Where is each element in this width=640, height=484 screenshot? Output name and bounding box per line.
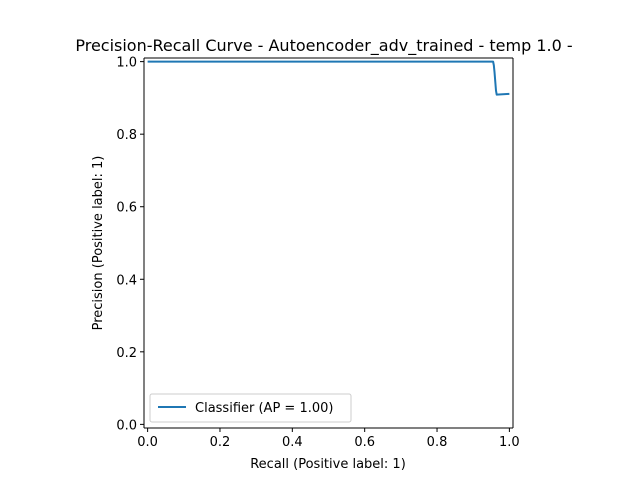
plot-area [144,58,513,428]
x-tick-label: 0.0 [137,435,158,450]
y-tick-label: 0.8 [116,128,137,143]
y-tick-label: 0.6 [116,201,137,216]
y-tick-label: 0.2 [116,346,137,361]
x-tick-label: 0.2 [210,435,231,450]
y-tick-label: 0.4 [116,273,137,288]
y-tick-label: 1.0 [116,56,137,71]
y-axis-label: Precision (Positive label: 1) [91,156,106,331]
y-tick-label: 0.0 [116,418,137,433]
legend-label: Classifier (AP = 1.00) [195,401,333,416]
x-tick-label: 0.6 [354,435,375,450]
plot-background [144,58,513,428]
x-axis-label: Recall (Positive label: 1) [250,457,406,472]
legend: Classifier (AP = 1.00) [149,393,352,423]
x-tick-label: 0.8 [427,435,448,450]
axes-layer: 0.0 0.2 0.4 0.6 0.8 1.0 0.0 0.2 0.4 0.6 0.8 1.0 [116,56,519,450]
series-layer [147,60,510,96]
x-tick-label: 1.0 [499,435,520,450]
series-line-0 [147,60,510,96]
x-tick-label: 0.4 [282,435,303,450]
legend-box [149,393,352,423]
chart-title: Precision-Recall Curve - Autoencoder_adv… [75,36,572,56]
